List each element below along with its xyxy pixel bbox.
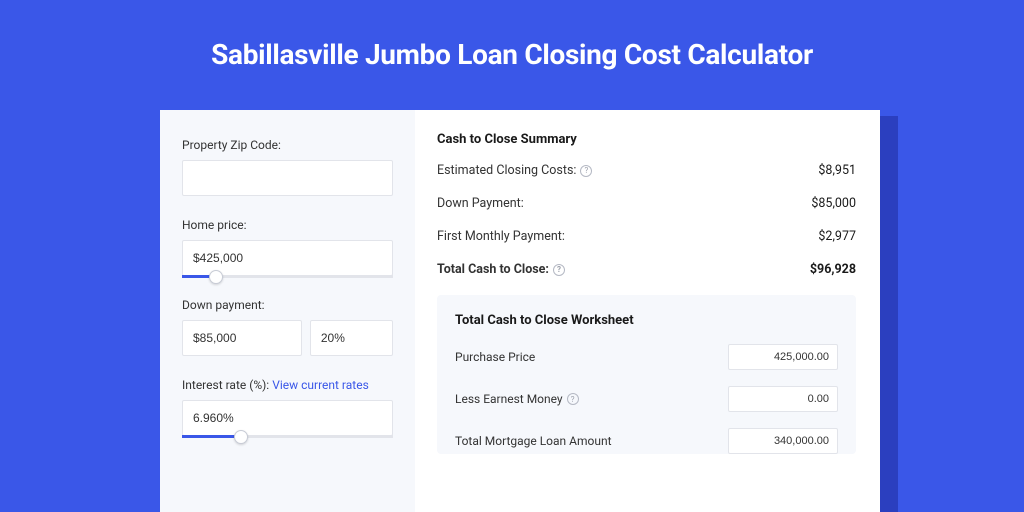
zip-label: Property Zip Code: bbox=[182, 138, 393, 152]
interest-rate-label: Interest rate (%): View current rates bbox=[182, 378, 393, 392]
interest-rate-input[interactable] bbox=[182, 400, 393, 436]
slider-fill bbox=[182, 435, 241, 438]
summary-row: First Monthly Payment: $2,977 bbox=[437, 229, 856, 244]
worksheet-input[interactable] bbox=[728, 428, 838, 454]
page-title: Sabillasville Jumbo Loan Closing Cost Ca… bbox=[0, 0, 1024, 99]
worksheet-label: Less Earnest Money bbox=[455, 392, 563, 406]
worksheet-label: Total Mortgage Loan Amount bbox=[455, 434, 612, 448]
summary-title: Cash to Close Summary bbox=[437, 132, 856, 147]
interest-rate-field-group: Interest rate (%): View current rates bbox=[182, 378, 393, 436]
help-icon[interactable]: ? bbox=[580, 165, 592, 177]
slider-thumb[interactable] bbox=[209, 270, 223, 284]
down-payment-amount-input[interactable] bbox=[182, 320, 302, 356]
help-icon[interactable]: ? bbox=[567, 393, 579, 405]
view-rates-link[interactable]: View current rates bbox=[272, 378, 369, 392]
down-payment-label: Down payment: bbox=[182, 298, 393, 312]
inputs-panel: Property Zip Code: Home price: Down paym… bbox=[160, 110, 415, 512]
worksheet-input[interactable] bbox=[728, 344, 838, 370]
worksheet-title: Total Cash to Close Worksheet bbox=[455, 313, 838, 328]
summary-value: $85,000 bbox=[811, 196, 856, 211]
interest-rate-slider[interactable] bbox=[182, 400, 393, 436]
worksheet-row: Less Earnest Money ? bbox=[455, 386, 838, 412]
summary-total-label: Total Cash to Close: bbox=[437, 262, 549, 277]
results-panel: Cash to Close Summary Estimated Closing … bbox=[415, 110, 880, 512]
summary-total-value: $96,928 bbox=[810, 262, 856, 277]
summary-row: Estimated Closing Costs: ? $8,951 bbox=[437, 163, 856, 178]
summary-value: $2,977 bbox=[818, 229, 856, 244]
calculator-card: Property Zip Code: Home price: Down paym… bbox=[160, 110, 880, 512]
home-price-field-group: Home price: bbox=[182, 218, 393, 276]
slider-thumb[interactable] bbox=[234, 430, 248, 444]
summary-row: Down Payment: $85,000 bbox=[437, 196, 856, 211]
summary-total-row: Total Cash to Close: ? $96,928 bbox=[437, 262, 856, 277]
worksheet-panel: Total Cash to Close Worksheet Purchase P… bbox=[437, 295, 856, 454]
worksheet-row: Purchase Price bbox=[455, 344, 838, 370]
worksheet-row: Total Mortgage Loan Amount bbox=[455, 428, 838, 454]
zip-input[interactable] bbox=[182, 160, 393, 196]
help-icon[interactable]: ? bbox=[553, 264, 565, 276]
worksheet-input[interactable] bbox=[728, 386, 838, 412]
summary-label: Estimated Closing Costs: bbox=[437, 163, 576, 178]
down-payment-pct-input[interactable] bbox=[310, 320, 393, 356]
zip-field-group: Property Zip Code: bbox=[182, 138, 393, 196]
interest-rate-label-text: Interest rate (%): bbox=[182, 378, 269, 392]
summary-label: First Monthly Payment: bbox=[437, 229, 565, 244]
home-price-label: Home price: bbox=[182, 218, 393, 232]
summary-label: Down Payment: bbox=[437, 196, 524, 211]
down-payment-field-group: Down payment: bbox=[182, 298, 393, 356]
summary-value: $8,951 bbox=[818, 163, 856, 178]
worksheet-label: Purchase Price bbox=[455, 350, 535, 364]
home-price-slider[interactable] bbox=[182, 240, 393, 276]
